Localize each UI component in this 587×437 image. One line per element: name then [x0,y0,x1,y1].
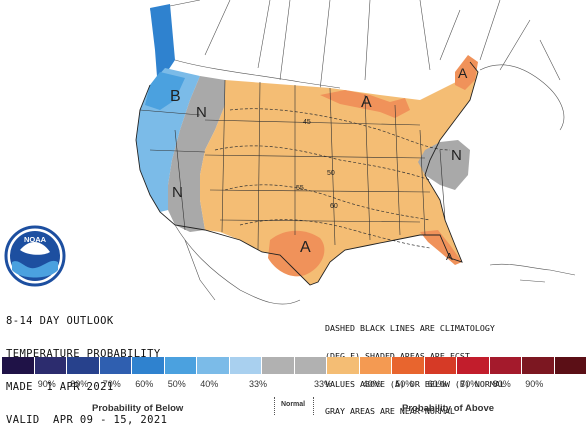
map-label-above-lakes: A [361,94,372,111]
legend-swatch-17 [555,357,587,374]
legend-swatch-16 [522,357,555,374]
map-label-below: B [170,88,181,105]
legend-swatch-1 [35,357,68,374]
map-label-normal-sw: N [172,184,183,201]
map-label-normal-nw: N [196,104,207,121]
map-label-normal-east: N [451,147,462,164]
legend-swatch-5 [165,357,198,374]
legend-normal-bracket-right [313,397,314,415]
legend-swatch-4 [132,357,165,374]
probability-legend: 90%80%70%60%50%40%33%33%40%50%60%70%80%9… [0,357,587,419]
map-label-above-ne: A [458,65,468,81]
contour-label-60: 60 [330,203,338,210]
legend-swatch-13 [425,357,458,374]
legend-normal-bracket-left [274,397,275,415]
legend-swatch-15 [490,357,523,374]
legend-normal-title: Normal [281,401,305,408]
legend-above-title: Probability of Above [402,403,494,414]
map-label-above-fl: A [446,252,453,263]
contour-label-50: 50 [327,170,335,177]
legend-label-1: 80% [63,379,96,389]
contour-label-45: 45 [303,119,311,126]
contour-label-55: 55 [296,185,304,192]
legend-swatch-10 [327,357,360,374]
legend-label-4: 50% [161,379,194,389]
legend-swatch-12 [392,357,425,374]
map-label-above-texas: A [300,239,311,256]
legend-swatch-0 [2,357,35,374]
legend-swatch-3 [100,357,133,374]
legend-label-5: 40% [193,379,226,389]
legend-swatch-2 [67,357,100,374]
legend-label-8: 40% [356,379,389,389]
legend-swatch-11 [360,357,393,374]
legend-label-2: 70% [96,379,129,389]
legend-swatch-14 [457,357,490,374]
legend-swatch-8 [262,357,295,374]
legend-label-6: 33% [242,379,275,389]
title-line-1: 8-14 DAY OUTLOOK [6,316,266,327]
legend-label-10: 60% [421,379,454,389]
noaa-logo: NOAA [6,227,64,285]
svg-text:NOAA: NOAA [24,235,47,244]
legend-below-title: Probability of Below [92,403,183,414]
legend-label-0: 90% [31,379,64,389]
note-line-1: DASHED BLACK LINES ARE CLIMATOLOGY [325,324,585,333]
legend-label-12: 80% [486,379,519,389]
legend-label-11: 70% [453,379,486,389]
legend-label-13: 90% [518,379,551,389]
legend-swatch-6 [197,357,230,374]
legend-swatch-7 [230,357,263,374]
legend-swatch-9 [295,357,328,374]
legend-swatches [2,357,587,374]
legend-label-3: 60% [128,379,161,389]
legend-label-7: 33% [307,379,340,389]
legend-label-9: 50% [388,379,421,389]
